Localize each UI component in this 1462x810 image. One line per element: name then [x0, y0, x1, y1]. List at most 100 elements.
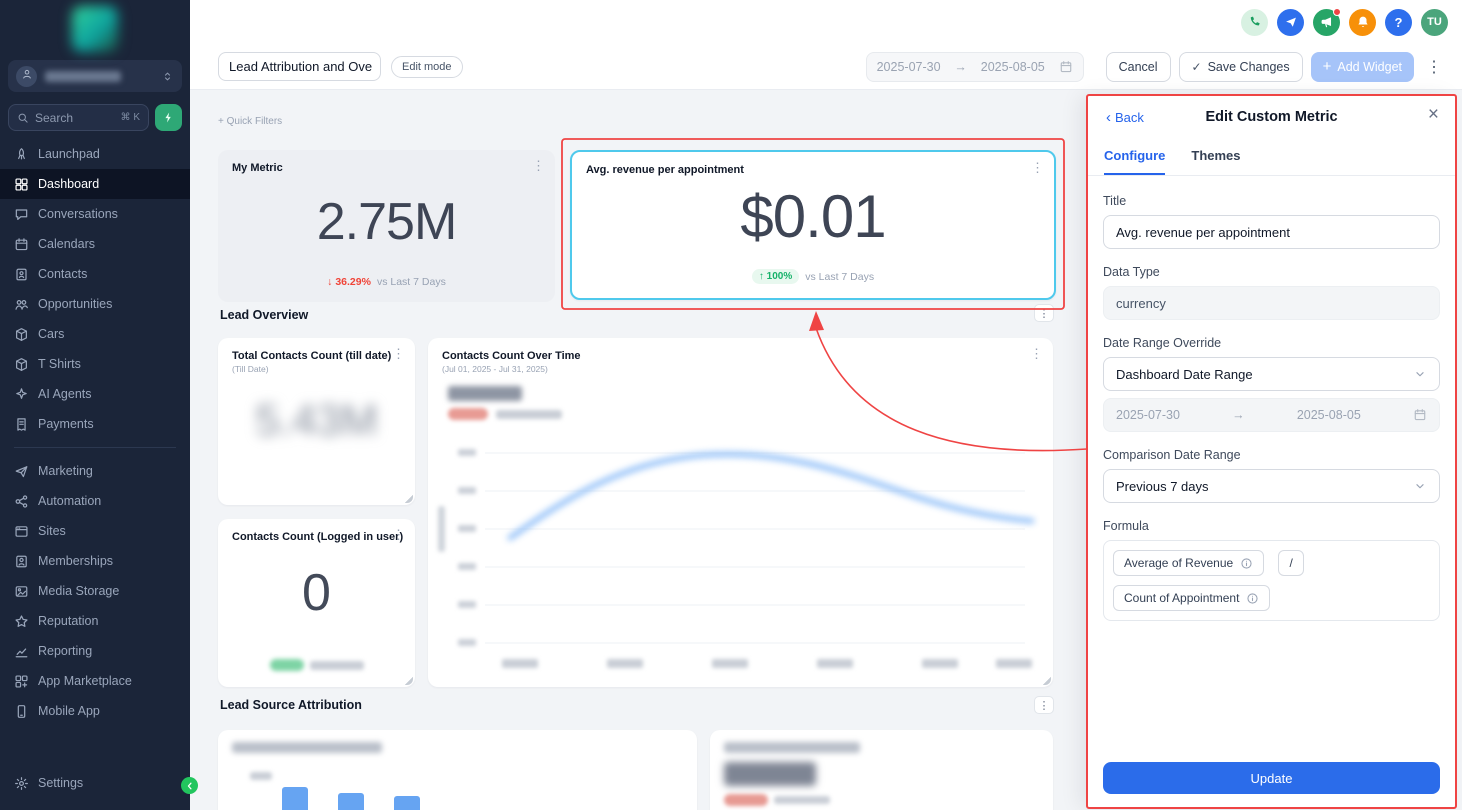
widget-kebab-menu[interactable]: ⋮: [532, 158, 545, 173]
sidebar-item-label: Launchpad: [38, 147, 100, 161]
sidebar-item-contacts[interactable]: Contacts: [0, 259, 190, 289]
sidebar-item-app-marketplace[interactable]: App Marketplace: [0, 666, 190, 696]
widget-contacts-count-over-time[interactable]: Contacts Count Over Time (Jul 01, 2025 -…: [428, 338, 1053, 687]
resize-handle[interactable]: [404, 494, 413, 503]
workspace-logo[interactable]: [0, 0, 190, 58]
sidebar-item-settings[interactable]: Settings: [0, 768, 190, 798]
widget-title-redacted: [724, 742, 860, 753]
help-button[interactable]: ?: [1385, 8, 1412, 36]
sidebar-collapse-button[interactable]: [181, 777, 198, 794]
formula-operand[interactable]: Average of Revenue: [1113, 550, 1265, 576]
sidebar-item-payments[interactable]: Payments: [0, 409, 190, 439]
add-widget-button[interactable]: + Add Widget: [1310, 51, 1414, 82]
widget-kebab-menu[interactable]: ⋮: [392, 346, 405, 361]
sidebar-item-reputation[interactable]: Reputation: [0, 606, 190, 636]
sidebar-item-dashboard[interactable]: Dashboard: [0, 169, 190, 199]
widget-kebab-menu[interactable]: ⋮: [1031, 160, 1044, 175]
sidebar-item-mobile-app[interactable]: Mobile App: [0, 696, 190, 726]
sidebar-item-automation[interactable]: Automation: [0, 486, 190, 516]
title-field-value: Avg. revenue per appointment: [1116, 224, 1290, 240]
panel-tabs: Configure Themes: [1088, 138, 1455, 176]
sidebar-item-label: Conversations: [38, 207, 118, 221]
chevron-left-icon: [185, 781, 195, 791]
close-icon[interactable]: ×: [1427, 104, 1439, 125]
date-range-override-value: Dashboard Date Range: [1116, 366, 1253, 382]
account-switcher[interactable]: [8, 60, 182, 92]
sidebar-item-media-storage[interactable]: Media Storage: [0, 576, 190, 606]
sidebar-item-calendars[interactable]: Calendars: [0, 229, 190, 259]
formula-builder[interactable]: Average of Revenue / Count of Appointmen…: [1103, 540, 1440, 621]
settings-icon: [14, 776, 29, 791]
sidebar-item-t-shirts[interactable]: T Shirts: [0, 349, 190, 379]
widget-contacts-count-logged-in-user[interactable]: Contacts Count (Logged in user) ⋮ 0: [218, 519, 415, 687]
widget-title: My Metric: [232, 162, 283, 174]
sidebar-item-launchpad[interactable]: Launchpad: [0, 139, 190, 169]
comparison-date-range-label: Comparison Date Range: [1103, 448, 1241, 462]
announcements-button[interactable]: [1313, 7, 1341, 36]
contacts-icon: [14, 267, 29, 282]
user-avatar[interactable]: TU: [1421, 8, 1448, 36]
sidebar-item-label: Dashboard: [38, 177, 100, 191]
date-range-picker[interactable]: 2025-07-30 → 2025-08-05: [865, 51, 1084, 82]
section-menu-button[interactable]: ⋮: [1034, 304, 1054, 322]
date-range-override-select[interactable]: Dashboard Date Range: [1103, 357, 1440, 391]
notifications-button[interactable]: [1349, 8, 1376, 36]
widget-kebab-menu[interactable]: ⋮: [392, 527, 405, 542]
search-input[interactable]: Search ⌘ K: [8, 104, 149, 131]
widget-lead-source-metric[interactable]: [710, 730, 1053, 810]
widget-total-contacts-count[interactable]: Total Contacts Count (till date) (Till D…: [218, 338, 415, 505]
widget-avg-revenue-per-appointment[interactable]: Avg. revenue per appointment ⋮ $0.01 ↑ 1…: [570, 150, 1056, 300]
logo-image-redacted: [72, 6, 118, 52]
arrow-right-icon: →: [1232, 408, 1245, 422]
widget-my-metric[interactable]: My Metric ⋮ 2.75M ↓ 36.29% vs Last 7 Day…: [218, 150, 555, 302]
automation-icon: [14, 494, 29, 509]
resize-handle[interactable]: [1042, 676, 1051, 685]
sidebar-item-label: Automation: [38, 494, 102, 508]
sidebar-item-memberships[interactable]: Memberships: [0, 546, 190, 576]
toolbar-kebab-menu[interactable]: ⋮: [1426, 58, 1442, 76]
sidebar-item-conversations[interactable]: Conversations: [0, 199, 190, 229]
widget-lead-source-bar-chart[interactable]: [218, 730, 697, 810]
formula-operator[interactable]: /: [1278, 550, 1305, 576]
section-menu-button[interactable]: ⋮: [1034, 696, 1054, 714]
formula-operand[interactable]: Count of Appointment: [1113, 585, 1271, 611]
dashboard-title-value: Lead Attribution and Ove: [229, 59, 373, 74]
quick-filters-button[interactable]: + Quick Filters: [218, 116, 283, 127]
sidebar-item-reporting[interactable]: Reporting: [0, 636, 190, 666]
plus-icon: +: [1322, 58, 1332, 75]
delta-value: ↓ 36.29%: [327, 276, 371, 288]
sidebar-item-opportunities[interactable]: Opportunities: [0, 289, 190, 319]
sidebar-item-ai-agents[interactable]: AI Agents: [0, 379, 190, 409]
metric-delta: ↓ 36.29% vs Last 7 Days: [218, 276, 555, 288]
metric-value: 2.75M: [316, 193, 458, 251]
widget-kebab-menu[interactable]: ⋮: [1030, 346, 1043, 361]
tab-configure[interactable]: Configure: [1104, 148, 1166, 175]
sidebar-item-marketing[interactable]: Marketing: [0, 456, 190, 486]
sidebar: Search ⌘ K Launchpad Dashboard Conversatio…: [0, 0, 198, 810]
comparison-date-range-select[interactable]: Previous 7 days: [1103, 469, 1440, 503]
update-button[interactable]: Update: [1103, 762, 1440, 794]
title-field[interactable]: Avg. revenue per appointment: [1103, 215, 1440, 249]
tab-themes[interactable]: Themes: [1191, 148, 1241, 163]
resize-handle[interactable]: [404, 676, 413, 685]
cancel-button[interactable]: Cancel: [1105, 51, 1171, 82]
sites-icon: [14, 524, 29, 539]
metric-value-redacted: 5.43M: [255, 396, 378, 445]
y-axis-label-redacted: [438, 506, 445, 552]
contacts-over-time-chart: [458, 449, 1035, 668]
date-end: 2025-08-05: [980, 59, 1045, 74]
override-date-range: 2025-07-30 → 2025-08-05: [1103, 398, 1440, 432]
phone-button[interactable]: [1241, 8, 1268, 36]
account-name-redacted: [45, 70, 121, 82]
back-button[interactable]: ‹ Back: [1106, 110, 1144, 125]
reporting-icon: [14, 644, 29, 659]
launch-button[interactable]: [1277, 8, 1304, 36]
sidebar-item-cars[interactable]: Cars: [0, 319, 190, 349]
save-label: Save Changes: [1207, 59, 1290, 74]
sidebar-item-label: T Shirts: [38, 357, 81, 371]
quick-actions-button[interactable]: [155, 104, 182, 131]
sidebar-item-sites[interactable]: Sites: [0, 516, 190, 546]
save-changes-button[interactable]: ✓ Save Changes: [1178, 51, 1303, 82]
dashboard-title-input[interactable]: Lead Attribution and Ove: [218, 52, 381, 81]
